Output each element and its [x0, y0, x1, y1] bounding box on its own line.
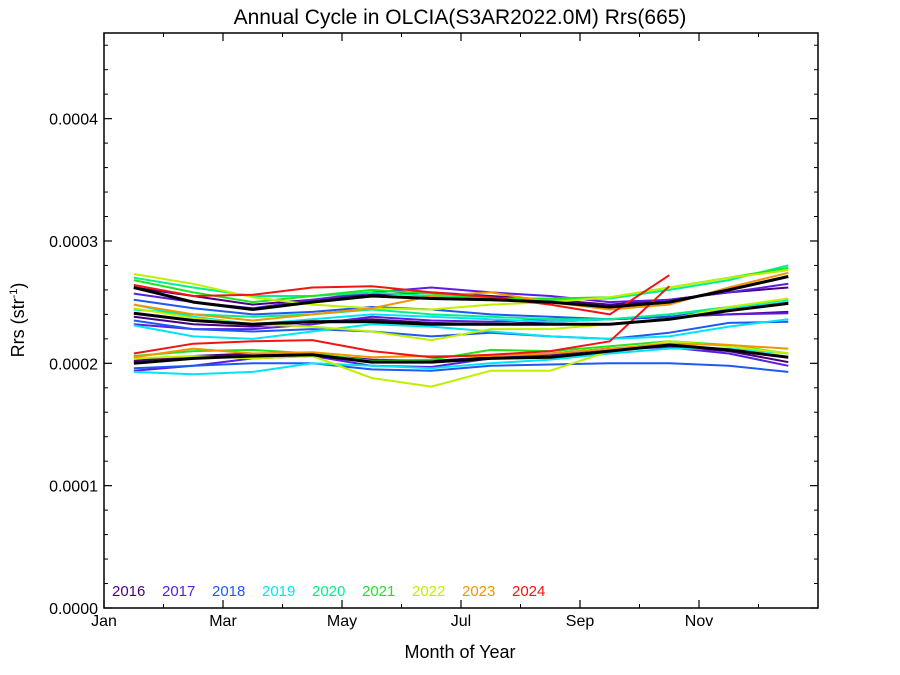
legend-item: 2019	[262, 583, 295, 600]
y-axis-label-main: Rrs (str	[8, 298, 28, 357]
x-tick-label: Mar	[209, 613, 237, 630]
series-line	[133, 285, 670, 359]
series-line	[133, 274, 670, 316]
legend-item: 2021	[362, 583, 395, 600]
series-line	[133, 275, 789, 311]
series-line	[133, 301, 789, 326]
x-tick-label: Jul	[451, 613, 471, 630]
x-tick-label: Nov	[685, 613, 713, 630]
chart-title: Annual Cycle in OLCIA(S3AR2022.0M) Rrs(6…	[234, 6, 687, 29]
ticks: Jan Mar May Jul Sep Nov 0.0000 0.0001 0.0002 0.00…	[49, 33, 818, 630]
legend-item: 2017	[162, 583, 195, 600]
y-tick-label: 0.0001	[49, 479, 98, 496]
x-tick-label: May	[327, 613, 357, 630]
y-tick-label: 0.0004	[49, 112, 98, 129]
y-tick-label: 0.0003	[49, 234, 98, 251]
x-axis-label: Month of Year	[404, 642, 515, 662]
y-axis-label: Rrs (str-1)	[8, 283, 28, 358]
legend: 2016 2017 2018 2019 2020 2021 2022 2023 2024	[112, 583, 545, 600]
series-line	[133, 298, 789, 321]
series-line	[133, 318, 789, 340]
series-line	[133, 347, 789, 376]
series-line	[133, 343, 789, 365]
legend-item: 2018	[212, 583, 245, 600]
legend-item: 2024	[512, 583, 545, 600]
legend-item: 2023	[462, 583, 495, 600]
series-line	[133, 362, 789, 373]
y-tick-label: 0.0002	[49, 356, 98, 373]
y-tick-label: 0.0000	[49, 601, 98, 618]
series-line	[133, 340, 789, 388]
x-tick-label: Jan	[91, 613, 117, 630]
legend-item: 2016	[112, 583, 145, 600]
series-line	[133, 298, 789, 321]
x-tick-label: Sep	[566, 613, 595, 630]
legend-item: 2022	[412, 583, 445, 600]
y-axis-label-superscript: -1	[8, 289, 20, 299]
legend-item: 2020	[312, 583, 345, 600]
y-axis-label-close: )	[8, 283, 28, 289]
series-lines	[133, 264, 789, 388]
